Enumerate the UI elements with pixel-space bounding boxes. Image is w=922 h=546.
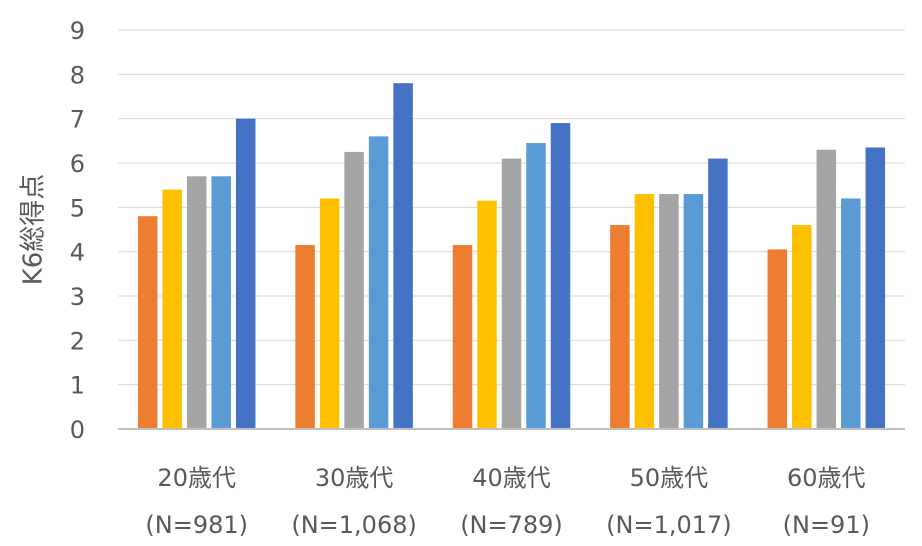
bar [634, 194, 655, 429]
bar [319, 198, 340, 429]
y-axis-title: K6総得点 [19, 174, 49, 286]
y-tick-label: 2 [70, 327, 85, 355]
x-category-label: 60歳代 [787, 464, 866, 492]
bar [550, 123, 571, 429]
x-category-label: 20歳代 [157, 464, 236, 492]
bar [235, 118, 256, 430]
y-tick-label: 3 [70, 283, 85, 311]
bar [792, 225, 812, 429]
bar [501, 158, 522, 430]
y-tick-label: 9 [70, 17, 85, 45]
bar [610, 225, 630, 429]
bar [708, 158, 728, 430]
x-category-labels: 20歳代 (N=981) 30歳代 (N=1,068) 40歳代 (N=789) 50歳代 (… [145, 464, 870, 539]
x-category-label: 30歳代 [315, 464, 394, 492]
y-tick-label: 0 [70, 416, 85, 444]
bar [865, 147, 886, 429]
bar [683, 194, 704, 429]
y-tick-label: 5 [70, 194, 85, 222]
x-category-sample-size: (N=91) [783, 511, 870, 539]
y-tick-label: 7 [70, 106, 85, 134]
y-tick-label: 1 [70, 372, 85, 400]
bar [477, 200, 497, 429]
x-category-label: 40歳代 [472, 464, 551, 492]
bar [767, 249, 788, 429]
bar [659, 194, 679, 429]
bar [295, 245, 315, 429]
x-category-sample-size: (N=1,017) [606, 511, 732, 539]
bar [841, 198, 861, 429]
bar [162, 189, 182, 429]
bar [186, 176, 207, 429]
x-category-sample-size: (N=981) [145, 511, 248, 539]
bar [816, 149, 837, 429]
y-tick-labels: 0 1 2 3 4 5 6 7 8 9 [70, 17, 85, 444]
y-tick-label: 8 [70, 61, 85, 89]
bars [137, 83, 886, 430]
x-category-label: 50歳代 [630, 464, 709, 492]
y-tick-label: 4 [70, 239, 85, 267]
bar [344, 151, 364, 429]
y-tick-label: 6 [70, 150, 85, 178]
bar [137, 216, 158, 429]
bar [526, 143, 546, 430]
x-category-sample-size: (N=789) [460, 511, 563, 539]
bar [452, 245, 473, 429]
bar [393, 83, 413, 429]
bar [211, 176, 231, 429]
x-category-sample-size: (N=1,068) [291, 511, 417, 539]
bar [368, 136, 389, 429]
